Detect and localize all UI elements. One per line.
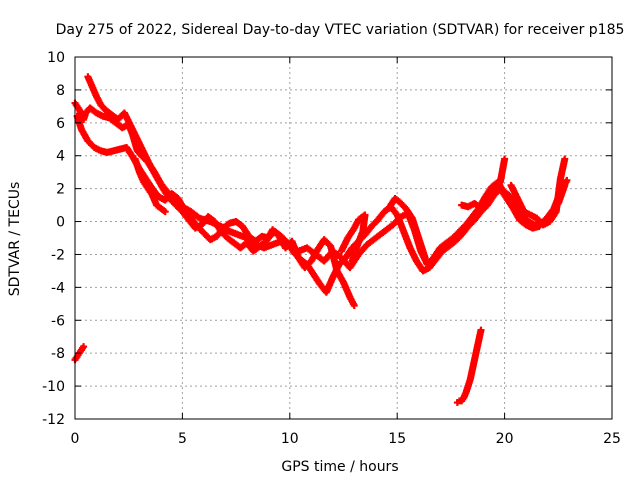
y-tick-label: -10 xyxy=(42,379,65,395)
data-points xyxy=(71,73,571,407)
y-tick-label: -4 xyxy=(51,280,65,296)
x-tick-label: 25 xyxy=(603,431,621,447)
y-tick-label: 0 xyxy=(56,215,65,231)
series-track-c xyxy=(84,73,358,309)
x-tick-label: 20 xyxy=(496,431,514,447)
y-tick-label: 8 xyxy=(56,83,65,99)
series-track-h xyxy=(507,155,569,229)
axis-ticks: 0 5 10 15 20 25 -12 -10 -8 -6 -4 -2 0 2 4 6 8 10 xyxy=(42,50,621,447)
data-point xyxy=(501,155,509,163)
y-tick-label: 10 xyxy=(47,50,65,66)
y-tick-label: -2 xyxy=(51,247,65,263)
series-track-f xyxy=(385,195,429,262)
x-tick-label: 10 xyxy=(281,431,299,447)
x-tick-label: 5 xyxy=(178,431,187,447)
y-tick-label: -12 xyxy=(42,412,65,428)
series-track-e xyxy=(337,211,369,265)
data-point xyxy=(421,254,429,262)
data-point xyxy=(563,176,571,184)
data-point xyxy=(561,155,569,163)
y-tick-label: 6 xyxy=(56,116,65,132)
y-tick-label: -6 xyxy=(51,313,65,329)
y-tick-label: 2 xyxy=(56,182,65,198)
chart-title: Day 275 of 2022, Sidereal Day-to-day VTE… xyxy=(56,22,625,38)
x-tick-label: 15 xyxy=(388,431,406,447)
y-axis-label: SDTVAR / TECUs xyxy=(7,182,23,297)
y-tick-label: 4 xyxy=(56,149,65,165)
grid xyxy=(75,57,612,419)
data-point xyxy=(348,257,356,265)
data-point xyxy=(80,343,88,351)
data-point xyxy=(350,301,358,309)
series-track-j xyxy=(453,326,485,407)
x-tick-label: 0 xyxy=(71,431,80,447)
series-track-d xyxy=(131,155,169,216)
series-track-g xyxy=(458,155,509,212)
data-point xyxy=(477,326,485,334)
data-point xyxy=(161,208,169,216)
x-axis-label: GPS time / hours xyxy=(281,459,398,475)
y-tick-label: -8 xyxy=(51,346,65,362)
plot-border xyxy=(74,56,613,420)
